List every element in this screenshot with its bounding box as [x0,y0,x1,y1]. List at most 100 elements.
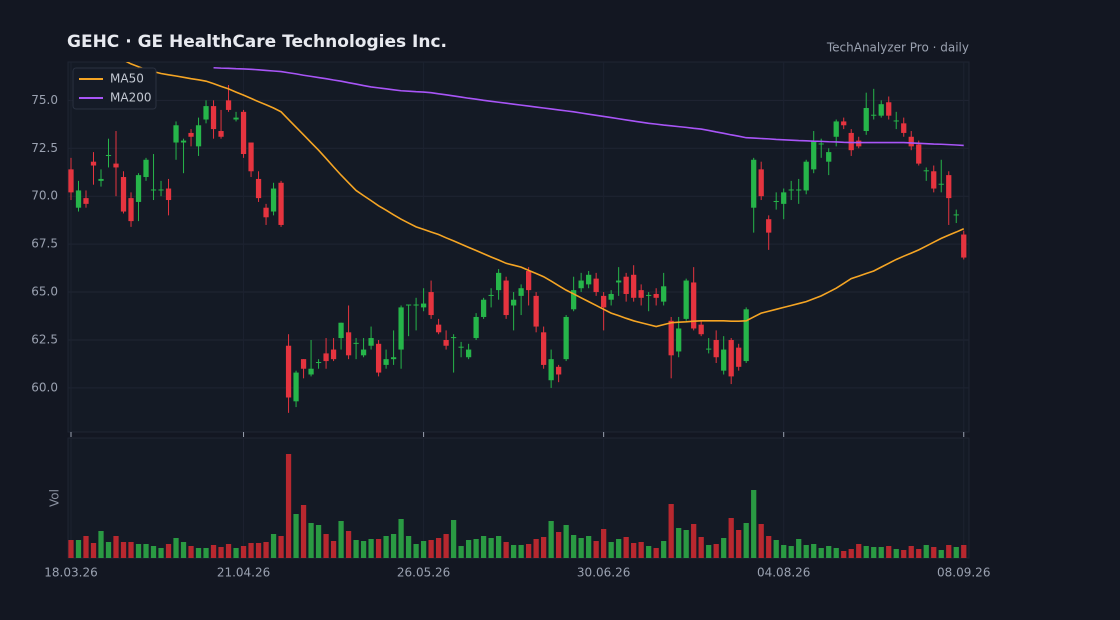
candle-body [68,169,74,193]
volume-bar [255,543,262,558]
candle-body [450,337,457,339]
candle-body [623,276,629,294]
volume-bar [878,547,884,558]
volume-bar [856,544,862,558]
candle-body [263,207,269,218]
candle-body [848,132,854,151]
volume-bar [541,537,547,558]
candle-body [571,290,577,310]
volume-bar [465,540,472,558]
candle-body [938,183,944,185]
candle-body [541,332,547,365]
candle-body [405,304,412,306]
candle-body [203,106,209,120]
volume-bar [150,546,157,558]
volume-bar [405,536,412,558]
candle-body [923,170,929,172]
volume-bar [105,542,112,558]
candle-body [736,347,742,367]
candle-body [871,114,877,116]
volume-bar [165,544,172,558]
y-tick-label: 67.5 [31,237,58,251]
volume-bar [68,540,74,558]
candle-body [946,175,952,199]
volume-bar [495,536,502,558]
candle-body [961,234,967,258]
volume-bar [803,545,809,558]
volume-bar [480,536,487,558]
volume-bar [953,547,959,558]
volume-bar [593,541,599,558]
candle-body [893,120,899,122]
candle-body [480,299,487,317]
volume-bar [826,546,832,558]
ma-line [213,66,964,147]
candle-body [773,200,779,202]
candle-body [308,368,314,375]
volume-bar [443,534,449,558]
x-tick-label: 18.03.26 [44,566,97,580]
volume-bar [901,550,907,558]
volume-bar [203,548,209,558]
candle-body [548,359,554,381]
volume-bar [923,545,929,558]
candle-body [135,175,142,202]
candle-body [255,178,262,199]
volume-bar [473,539,479,558]
candle-body [128,198,134,222]
volume-bar [781,545,787,558]
volume-bar [563,525,569,558]
candle-body [811,140,817,170]
candle-body [721,349,727,371]
volume-bar [450,520,457,558]
candle-body [158,189,164,191]
volume-bar [863,546,869,558]
volume-bar [278,536,284,558]
candle-body [833,121,839,137]
volume-bar [398,519,404,558]
candle-body [818,143,824,145]
volume-bar [676,528,682,558]
ma-line [125,62,965,328]
volume-bar [608,542,614,558]
volume-bar [263,542,269,558]
candle-body [563,316,569,360]
volume-bar [510,545,517,558]
candle-body [901,123,907,133]
candle-body [518,288,524,296]
candle-body [638,290,644,298]
volume-bar [390,534,397,558]
volume-bar [938,550,944,558]
volume-bar [315,525,322,558]
volume-bar [571,535,577,558]
volume-bar [435,538,442,558]
volume-bar [158,548,164,558]
volume-bar [300,505,307,558]
x-tick-label: 30.06.26 [577,566,630,580]
candle-body [751,159,757,208]
candle-body [390,357,397,360]
volume-bar [413,544,419,558]
volume-bar [743,523,749,558]
candle-body [856,140,862,147]
candle-body [225,100,232,110]
volume-bar [961,545,967,558]
candle-body [113,163,119,168]
volume-bar [345,531,352,558]
y-tick-label: 60.0 [31,380,58,394]
volume-bar [293,514,299,558]
candle-body [728,339,734,377]
candle-body [293,372,299,402]
volume-bar [225,544,232,558]
candle-body [886,102,892,116]
legend-label: MA200 [110,91,151,105]
volume-bar [526,544,532,558]
candle-body [105,154,112,156]
candle-body [435,324,442,333]
volume-bar [353,540,359,558]
candle-body [278,182,284,225]
candle-body [375,343,382,373]
volume-bar [653,548,659,558]
volume-bar [841,551,847,558]
volume-bar [833,548,839,558]
